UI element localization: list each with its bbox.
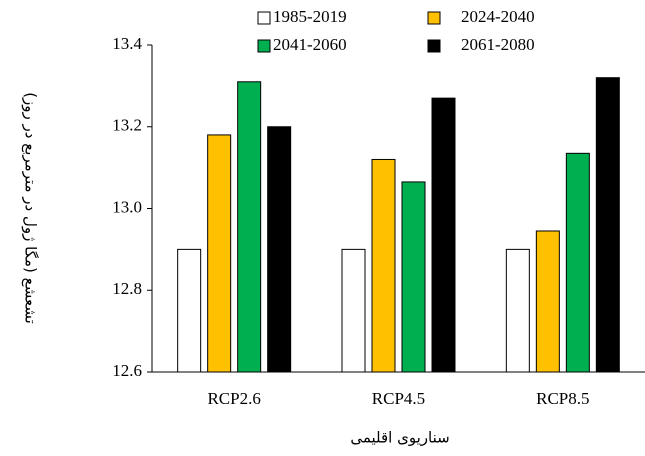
bar bbox=[595, 77, 620, 373]
x-tick-label: RCP2.6 bbox=[207, 389, 260, 408]
bar bbox=[341, 248, 366, 373]
legend-swatch bbox=[427, 39, 441, 53]
bar bbox=[535, 230, 560, 373]
y-tick-label: 13.0 bbox=[112, 197, 142, 216]
bar bbox=[371, 158, 396, 373]
bar bbox=[431, 97, 456, 373]
x-tick-label: RCP4.5 bbox=[372, 389, 425, 408]
bar bbox=[207, 134, 232, 373]
legend-label: 2041-2060 bbox=[273, 35, 347, 54]
bar bbox=[177, 248, 202, 373]
legend-swatch bbox=[257, 39, 271, 53]
legend-label: 2024-2040 bbox=[461, 7, 535, 26]
y-tick-label: 12.8 bbox=[112, 279, 142, 298]
y-axis-label: تشعشع (مگا ژول در مترمربع در روز) bbox=[22, 92, 40, 324]
bar bbox=[237, 81, 262, 373]
legend-label: 2061-2080 bbox=[461, 35, 535, 54]
y-tick-label: 13.4 bbox=[112, 34, 142, 53]
y-tick-label: 12.6 bbox=[112, 361, 142, 380]
legend-swatch bbox=[427, 11, 441, 25]
y-tick-label: 13.2 bbox=[112, 116, 142, 135]
legend-swatch bbox=[257, 11, 271, 25]
bar bbox=[401, 181, 426, 373]
bar bbox=[505, 248, 530, 373]
bar bbox=[267, 126, 292, 373]
x-axis-label: سناریوی اقلیمی bbox=[350, 429, 449, 447]
legend-label: 1985-2019 bbox=[273, 7, 347, 26]
x-tick-label: RCP8.5 bbox=[536, 389, 589, 408]
bar bbox=[565, 152, 590, 373]
